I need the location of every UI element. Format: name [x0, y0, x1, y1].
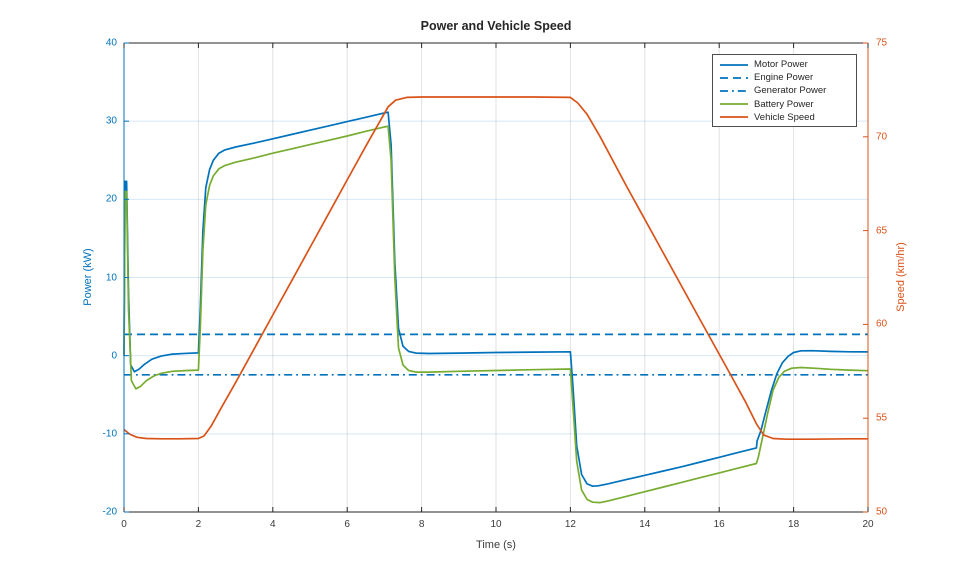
x-tick-label: 14 [639, 519, 651, 530]
right-y-tick-label: 70 [876, 131, 888, 143]
left-y-tick-label: -20 [102, 506, 117, 518]
left-y-tick-label: 0 [111, 350, 117, 362]
legend-label: Engine Power [754, 72, 814, 84]
left-y-tick-label: 10 [105, 272, 117, 283]
x-tick-label: 18 [788, 519, 800, 530]
x-tick-label: 6 [344, 519, 350, 530]
left-y-tick-label: 40 [105, 37, 117, 49]
series-battery-power-line [123, 125, 869, 504]
right-y-tick-label: 55 [876, 412, 888, 424]
legend-label: Battery Power [754, 98, 814, 110]
right-y-tick-label: 50 [876, 506, 888, 518]
left-y-tick-label: -10 [102, 428, 117, 440]
legend-entry-engine-power: Engine Power [713, 71, 856, 84]
legend-entry-motor-power: Motor Power [713, 58, 856, 71]
legend-line-sample [720, 90, 748, 92]
legend-entry-battery-power: Battery Power [713, 98, 856, 111]
x-tick-label: 12 [564, 519, 576, 530]
chart-title: Power and Vehicle Speed [420, 19, 572, 33]
legend-label: Vehicle Speed [754, 111, 815, 123]
x-tick-label: 4 [270, 519, 276, 530]
right-y-tick-label: 75 [876, 37, 888, 49]
right-y-tick-label: 65 [876, 225, 888, 237]
legend: Motor Power Engine Power Generator Power Ba… [712, 54, 857, 127]
series-vehicle-speed-line [123, 96, 868, 441]
legend-entry-generator-power: Generator Power [713, 84, 856, 97]
x-tick-label: 8 [418, 519, 425, 530]
x-tick-label: 16 [713, 519, 725, 530]
right-y-axis-label: Speed (km/hr) [895, 242, 907, 312]
left-y-tick-label: 30 [105, 115, 117, 127]
x-axis-label: Time (s) [476, 539, 516, 551]
series-motor-power-line [123, 111, 869, 488]
x-tick-label: 2 [195, 519, 202, 530]
x-tick-label: 0 [121, 519, 127, 530]
x-tick-label: 10 [490, 519, 502, 530]
x-tick-label: 20 [862, 519, 874, 530]
left-y-axis-label: Power (kW) [82, 248, 94, 306]
left-y-tick-label: 20 [105, 193, 117, 205]
legend-line-sample [720, 116, 748, 119]
legend-entry-vehicle-speed: Vehicle Speed [713, 111, 856, 124]
legend-line-sample [720, 76, 748, 79]
right-y-tick-label: 60 [876, 318, 888, 330]
legend-line-sample [720, 63, 748, 66]
legend-label: Motor Power [754, 59, 808, 71]
legend-line-sample [720, 103, 748, 106]
legend-label: Generator Power [754, 85, 827, 97]
